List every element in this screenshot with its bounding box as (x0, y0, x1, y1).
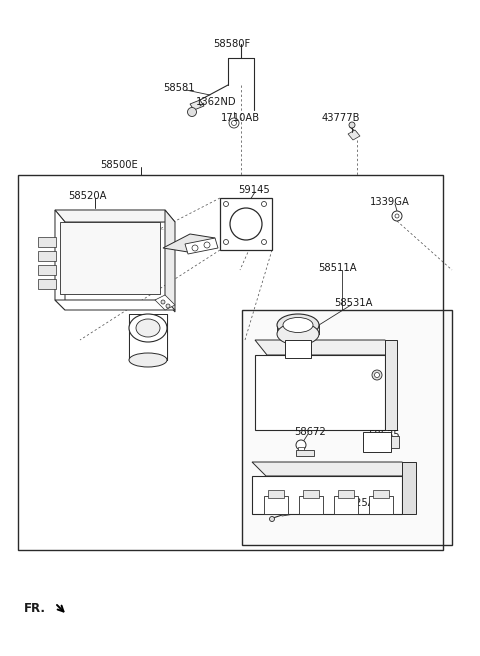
Polygon shape (155, 295, 175, 310)
Bar (220, 198, 272, 250)
Bar (303, 490, 319, 498)
Circle shape (224, 239, 228, 245)
Bar (38, 237, 56, 247)
Bar (60, 222, 160, 294)
Bar (38, 279, 56, 289)
Circle shape (161, 300, 165, 304)
Bar (334, 496, 358, 514)
Circle shape (204, 242, 210, 248)
Text: 58531A: 58531A (334, 298, 372, 308)
Circle shape (349, 122, 355, 128)
Text: 1710AB: 1710AB (221, 113, 260, 123)
Text: 58580F: 58580F (213, 39, 250, 49)
Polygon shape (163, 234, 215, 252)
Text: 58581: 58581 (163, 83, 194, 93)
Bar (296, 450, 314, 456)
Circle shape (231, 121, 237, 125)
Circle shape (262, 239, 266, 245)
Circle shape (395, 214, 399, 218)
Circle shape (374, 373, 380, 377)
Text: 58672: 58672 (294, 427, 326, 437)
Bar (373, 490, 389, 498)
Bar (285, 340, 311, 358)
Polygon shape (55, 210, 65, 310)
Polygon shape (298, 447, 304, 450)
Text: 58520A: 58520A (68, 191, 107, 201)
Bar (38, 265, 56, 275)
Circle shape (192, 245, 198, 251)
Ellipse shape (283, 318, 313, 333)
Text: FR.: FR. (24, 602, 46, 615)
Polygon shape (252, 462, 416, 476)
Bar (252, 476, 402, 514)
Circle shape (188, 108, 196, 117)
Bar (255, 355, 385, 430)
Bar (391, 436, 399, 448)
Ellipse shape (129, 314, 167, 342)
Ellipse shape (129, 353, 167, 367)
Polygon shape (165, 210, 175, 312)
Circle shape (372, 370, 382, 380)
Circle shape (392, 211, 402, 221)
Text: 58511A: 58511A (318, 263, 357, 273)
Text: 1339GA: 1339GA (370, 197, 410, 207)
Circle shape (269, 516, 275, 522)
Text: 1362ND: 1362ND (196, 97, 237, 107)
Polygon shape (129, 314, 167, 360)
Polygon shape (55, 300, 175, 310)
Ellipse shape (277, 314, 319, 336)
Bar (38, 251, 56, 261)
Polygon shape (255, 340, 397, 355)
Bar (268, 490, 284, 498)
Bar (338, 490, 354, 498)
Bar (264, 496, 288, 514)
Text: 43777B: 43777B (322, 113, 360, 123)
Bar (363, 432, 391, 452)
Polygon shape (190, 100, 204, 110)
Text: 59145: 59145 (238, 185, 270, 195)
Circle shape (296, 440, 306, 450)
Polygon shape (348, 130, 360, 140)
Polygon shape (55, 210, 175, 222)
Circle shape (230, 208, 262, 240)
Circle shape (166, 304, 170, 308)
Bar (369, 496, 393, 514)
Bar (18, 175, 443, 550)
Text: 58535: 58535 (368, 430, 400, 440)
Circle shape (262, 201, 266, 207)
Text: 58500E: 58500E (100, 160, 138, 170)
Polygon shape (185, 238, 218, 254)
Bar (299, 496, 323, 514)
Polygon shape (277, 325, 319, 334)
Ellipse shape (136, 319, 160, 337)
Bar (402, 462, 416, 514)
Circle shape (229, 118, 239, 128)
Ellipse shape (277, 323, 319, 345)
Bar (385, 340, 397, 430)
Bar (242, 310, 452, 545)
Text: 58525A: 58525A (336, 498, 374, 508)
Circle shape (224, 201, 228, 207)
